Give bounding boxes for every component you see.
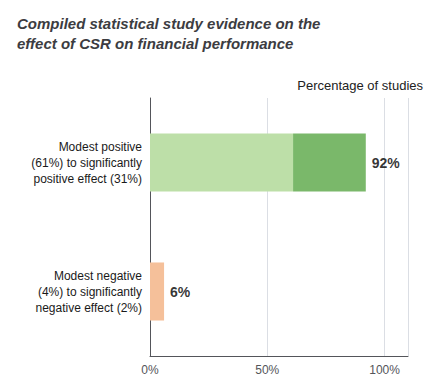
- svg-text:50%: 50%: [255, 363, 279, 377]
- svg-text:Modest negative: Modest negative: [54, 269, 142, 283]
- svg-text:6%: 6%: [170, 284, 191, 300]
- svg-text:92%: 92%: [372, 155, 401, 171]
- svg-text:(61%) to significantly: (61%) to significantly: [31, 156, 142, 170]
- svg-text:Percentage of studies: Percentage of studies: [297, 78, 423, 93]
- svg-text:negative effect (2%): negative effect (2%): [35, 301, 142, 315]
- svg-text:positive effect (31%): positive effect (31%): [34, 172, 143, 186]
- svg-text:(4%) to significantly: (4%) to significantly: [38, 285, 142, 299]
- svg-text:Modest positive: Modest positive: [59, 140, 143, 154]
- svg-text:0%: 0%: [141, 363, 159, 377]
- svg-text:effect of CSR on financial per: effect of CSR on financial performance: [17, 35, 293, 52]
- svg-text:100%: 100%: [369, 363, 400, 377]
- svg-text:Compiled statistical study evi: Compiled statistical study evidence on t…: [17, 15, 320, 32]
